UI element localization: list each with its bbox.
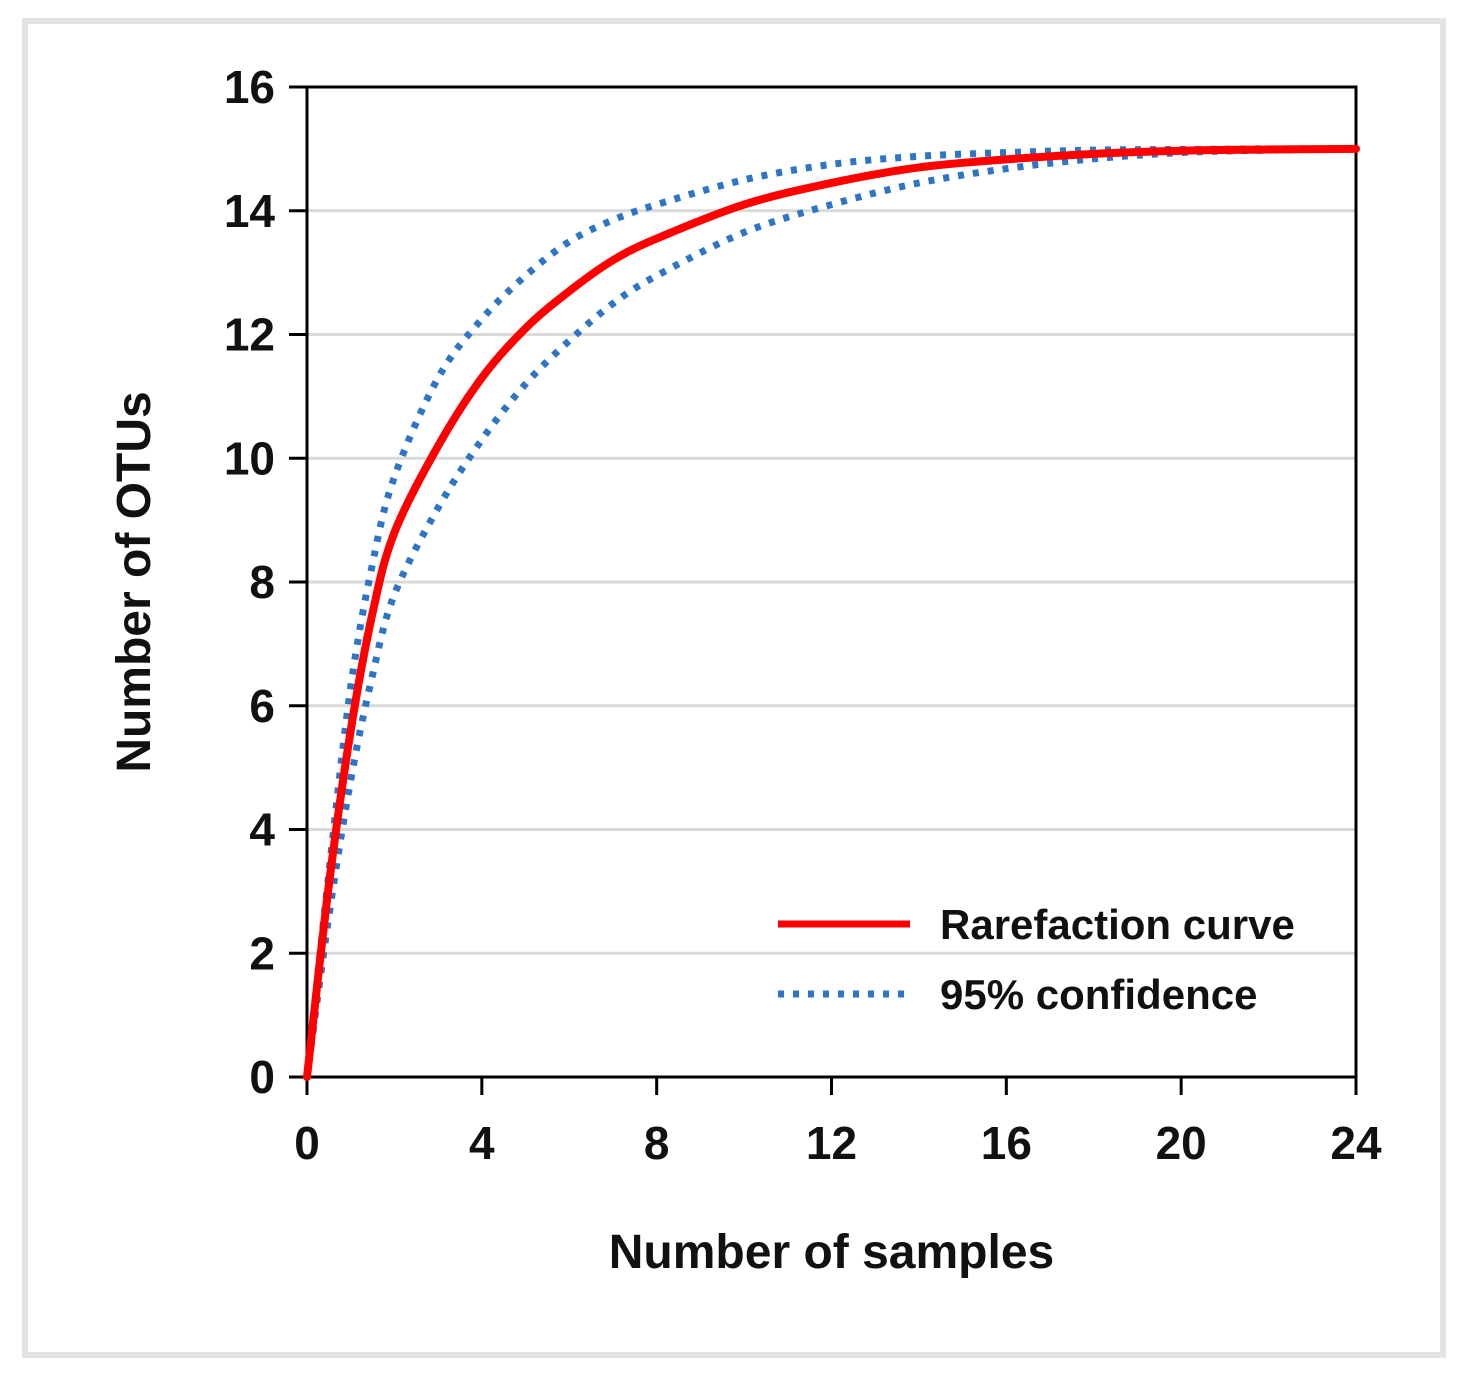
x-tick-label-20: 20 [1156,1117,1207,1169]
x-tick-label-8: 8 [644,1117,670,1169]
chart-frame [22,18,1446,1358]
legend-label-1: 95% confidence [940,971,1257,1018]
y-tick-label-0: 0 [249,1051,275,1103]
x-tick-label-24: 24 [1330,1117,1382,1169]
y-tick-label-4: 4 [249,804,275,856]
x-axis-title: Number of samples [609,1226,1054,1279]
series [303,144,1360,1081]
y-tick-label-12: 12 [224,309,275,361]
legend: Rarefaction curve 95% confidence [778,901,1295,1018]
series-line-rarefaction-curve [303,144,1360,1081]
y-tick-label-2: 2 [249,927,275,979]
y-tick-label-8: 8 [249,556,275,608]
grid-lines [307,85,1356,955]
x-tick-label-4: 4 [469,1117,495,1169]
legend-label-0: Rarefaction curve [940,901,1295,948]
series-line-95-confidence-lower [303,145,1357,1078]
y-tick-label-10: 10 [224,432,275,484]
y-tick-label-16: 16 [224,61,275,113]
y-tick-label-6: 6 [249,680,275,732]
y-axis-title: Number of OTUs [108,391,161,772]
x-tick-label-16: 16 [981,1117,1032,1169]
x-tick-label-0: 0 [294,1117,320,1169]
x-tick-label-12: 12 [806,1117,857,1169]
y-tick-label-14: 14 [224,185,276,237]
